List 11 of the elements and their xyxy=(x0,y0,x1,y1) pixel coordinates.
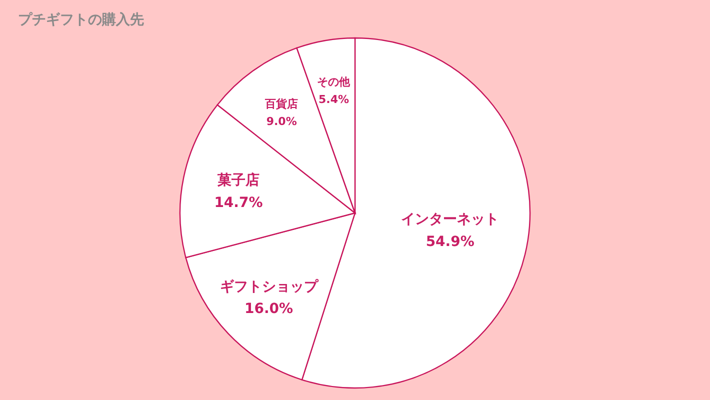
slice-label: その他 xyxy=(317,76,352,89)
data-label: 54.9% xyxy=(426,234,474,250)
data-label: 9.0% xyxy=(266,114,297,128)
data-label: 16.0% xyxy=(244,301,294,318)
data-label: 14.7% xyxy=(214,195,263,212)
slice-label: 百貨店 xyxy=(264,97,298,110)
chart-title: プチギフトの購入先 xyxy=(18,11,144,28)
slice-label: ギフトショップ xyxy=(220,278,319,295)
slice-label: 菓子店 xyxy=(216,172,260,189)
data-label: 5.4% xyxy=(318,93,349,106)
slice-label: インターネット xyxy=(401,212,500,228)
